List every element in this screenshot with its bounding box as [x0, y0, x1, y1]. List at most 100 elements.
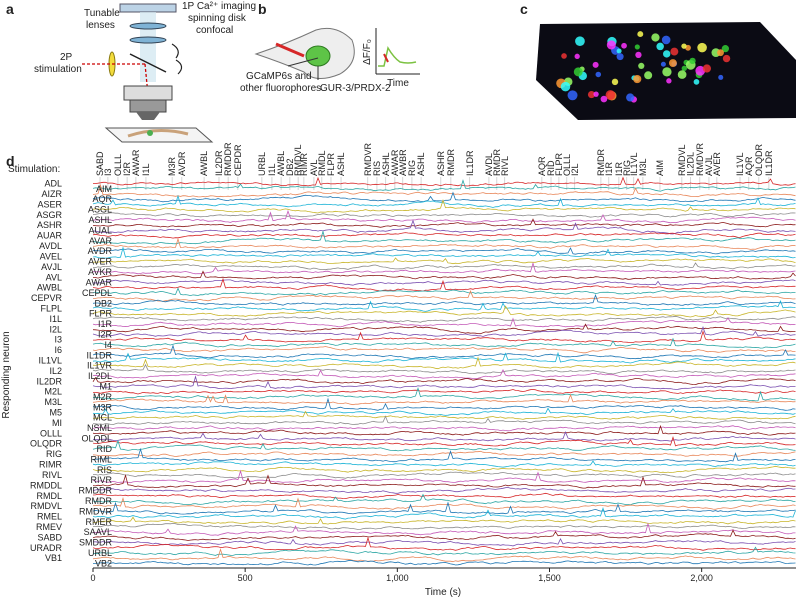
- cell: [651, 33, 660, 42]
- stim-label: RMDDR: [223, 142, 233, 176]
- cell: [573, 67, 583, 77]
- x-axis-label: Time (s): [425, 587, 461, 598]
- stim-beam: [275, 42, 305, 58]
- arrow: [171, 43, 183, 75]
- stim-label: I2L: [570, 163, 580, 176]
- neuron-label: AQR: [92, 194, 112, 204]
- activity-trace: [92, 209, 796, 224]
- caption: GCaMP6s and: [246, 71, 312, 82]
- caption: 2P: [60, 52, 73, 63]
- panel-c: c: [520, 1, 796, 120]
- panel-label: b: [258, 1, 267, 17]
- pointer: [287, 57, 319, 67]
- stim-label: SABD: [95, 151, 105, 176]
- neuron-label: AVDL: [39, 241, 62, 251]
- activity-trace: [92, 425, 796, 432]
- activity-trace: [92, 376, 796, 386]
- activity-trace: [92, 415, 796, 426]
- neuron-label: AIM: [96, 184, 112, 194]
- camera: [119, 3, 177, 13]
- neuron-label: M3L: [44, 397, 62, 407]
- caption: lenses: [86, 20, 115, 31]
- response-curve: [378, 46, 417, 67]
- cell: [633, 74, 642, 84]
- caption: 1P Ca²⁺ imaging: [182, 1, 256, 12]
- worm: [127, 129, 189, 138]
- stim-label: RIVL: [500, 156, 510, 176]
- neuron-label: FLPL: [40, 303, 62, 313]
- stim-label: RMDL: [317, 150, 327, 176]
- activity-trace: [92, 356, 796, 370]
- activity-trace: [92, 179, 796, 192]
- cell: [663, 50, 671, 58]
- neuron-label: SAAVL: [84, 527, 112, 537]
- activity-trace: [92, 522, 796, 536]
- neuron-label: CEPVR: [31, 293, 63, 303]
- activity-trace: [92, 506, 796, 520]
- stim-label: RID: [546, 160, 556, 176]
- cell: [587, 91, 596, 99]
- stim-label: AWAR: [131, 149, 141, 176]
- activity-trace: [92, 436, 796, 447]
- neuron-label: RIML: [90, 454, 112, 464]
- activity-trace: [92, 450, 796, 458]
- neuron-label: M5: [49, 408, 62, 418]
- neuron-label: IL2DR: [36, 376, 62, 386]
- cell: [611, 78, 619, 86]
- neuron-label: RMDR: [85, 496, 112, 506]
- activity-trace: [92, 277, 796, 292]
- neuron-label: M1: [99, 382, 112, 392]
- stim-label: AIM: [655, 160, 665, 176]
- neuron-label: AIZR: [41, 189, 62, 199]
- activity-trace: [92, 537, 796, 547]
- activity-trace: [92, 375, 796, 390]
- slide: [104, 127, 214, 143]
- neuron-label: IL1VR: [87, 361, 113, 371]
- activity-trace: [92, 191, 796, 203]
- activity-trace: [92, 486, 796, 494]
- stim-label: M3R: [167, 156, 177, 176]
- activity-trace: [92, 326, 796, 337]
- cell: [681, 43, 687, 49]
- neuron-label: VB1: [45, 553, 62, 563]
- activity-trace: [92, 386, 796, 402]
- neuron-label: M2R: [93, 392, 113, 402]
- neuron-label: I2R: [98, 329, 113, 339]
- neuron-label: RMDVL: [30, 501, 62, 511]
- cell: [661, 35, 671, 45]
- activity-trace: [93, 290, 796, 302]
- activity-trace: [92, 293, 796, 306]
- activity-trace: [92, 431, 796, 442]
- activity-trace: [92, 232, 796, 239]
- activity-trace: [92, 493, 796, 506]
- panel-d: d Stimulation: Responding neuron Time (s…: [1, 142, 796, 598]
- neuron-label: RIVR: [90, 475, 112, 485]
- cell: [567, 90, 578, 101]
- activity-trace: [93, 388, 796, 395]
- activity-trace: [92, 247, 796, 255]
- cell: [670, 47, 679, 56]
- stim-mark: [383, 53, 389, 63]
- stim-label: ASHR: [436, 150, 446, 176]
- neuron-label: IL2DL: [88, 371, 112, 381]
- activity-trace: [92, 237, 796, 250]
- cell: [575, 36, 585, 47]
- neuron-label: I1R: [98, 319, 113, 329]
- activity-trace: [92, 469, 796, 484]
- stim-label: RIG: [407, 160, 417, 176]
- cell: [660, 61, 666, 67]
- neuron-label: RMDDR: [79, 486, 113, 496]
- stim-label: AQR: [744, 156, 754, 176]
- stim-label: I1R: [614, 161, 624, 176]
- activity-trace: [92, 279, 796, 286]
- micrograph-cells: [556, 31, 731, 103]
- activity-trace: [92, 439, 796, 452]
- stim-label: FLPR: [326, 152, 336, 176]
- stim-label: AWBL: [199, 151, 209, 176]
- objective: [123, 85, 173, 101]
- caption: GUR-3/PRDX-2: [320, 83, 391, 94]
- panel-label: c: [520, 1, 528, 17]
- panel-label: a: [6, 1, 14, 17]
- neuron-label: RIS: [97, 465, 112, 475]
- neuron-label: ASHR: [37, 220, 63, 230]
